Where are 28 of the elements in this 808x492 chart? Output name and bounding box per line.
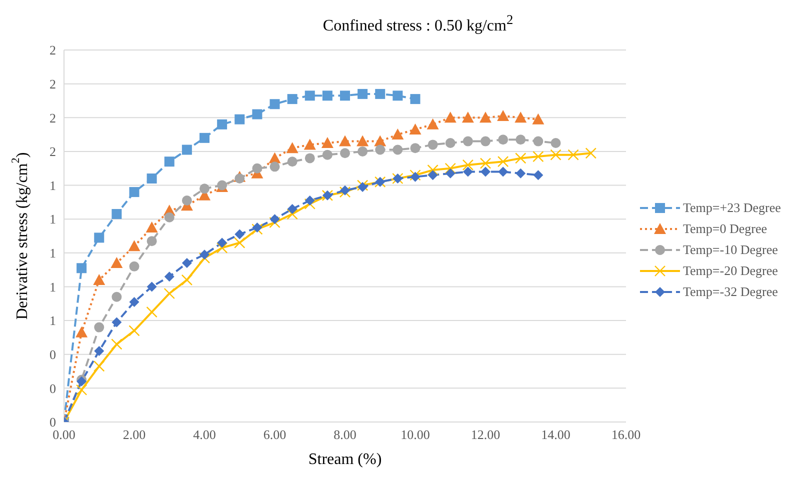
y-tick-label: 1: [50, 279, 56, 294]
x-tick-label: 2.00: [122, 427, 146, 442]
y-tick-label: 1: [50, 178, 56, 193]
legend-label: Temp=+23 Degree: [683, 200, 781, 216]
y-tick-label: 2: [50, 76, 56, 92]
y-tick-label: 2: [50, 110, 56, 126]
legend-label: Temp=-32 Degree: [683, 284, 778, 300]
x-tick-label: 14.00: [541, 427, 570, 442]
y-tick-label: 1: [50, 313, 56, 328]
x-tick-label: 4.00: [193, 427, 216, 442]
y-tick-label: 1: [50, 212, 56, 227]
legend-label: Temp=0 Degree: [683, 221, 768, 237]
x-tick-label: 0.00: [52, 427, 76, 442]
x-tick-label: 12.00: [470, 427, 500, 442]
x-tick-label: 16.00: [611, 427, 641, 442]
y-tick-label: 2: [50, 144, 56, 160]
x-axis-title: Stream (%): [308, 451, 382, 468]
legend-label: Temp=-20 Degree: [683, 263, 778, 279]
y-tick-label: 0: [50, 346, 56, 362]
y-tick-label: 0: [50, 380, 56, 396]
legend-label: Temp=-10 Degree: [683, 242, 778, 258]
y-tick-label: 2: [50, 42, 56, 58]
y-tick-label: 1: [50, 246, 56, 261]
x-tick-label: 10.00: [400, 427, 430, 442]
x-tick-label: 8.00: [334, 427, 356, 442]
y-tick-label: 0: [50, 414, 56, 430]
x-tick-label: 6.00: [263, 427, 286, 442]
chart-title: Confined stress : 0.50 kg/cm$^{2}$: [322, 12, 514, 36]
